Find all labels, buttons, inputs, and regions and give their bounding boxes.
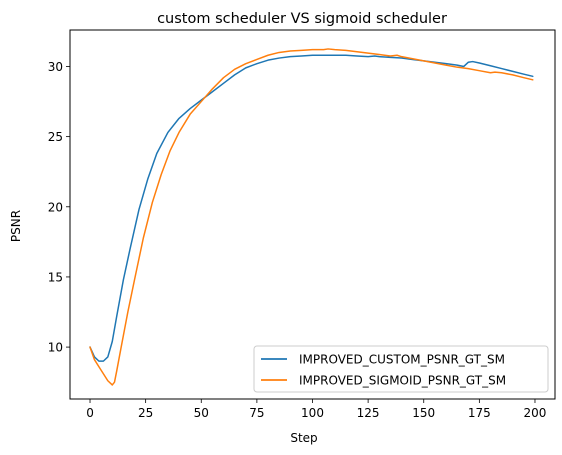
legend-box (253, 345, 549, 393)
x-tick-label: 150 (412, 406, 435, 420)
x-tick-label: 25 (138, 406, 153, 420)
series-line-2 (89, 48, 534, 386)
chart-title: custom scheduler VS sigmoid scheduler (157, 11, 447, 27)
y-axis: 10 15 20 25 30 (48, 60, 70, 355)
x-tick-label: 200 (524, 406, 547, 420)
y-tick-label: 25 (48, 130, 63, 144)
x-tick-label: 0 (86, 406, 94, 420)
x-tick-label: 75 (249, 406, 264, 420)
x-axis: 0 25 50 75 100 125 150 175 200 (86, 399, 546, 420)
x-tick-label: 50 (194, 406, 209, 420)
x-axis-label: Step (290, 431, 317, 445)
x-tick-label: 175 (468, 406, 491, 420)
legend-entry-2: IMPROVED_SIGMOID_PSNR_GT_SM (299, 374, 506, 388)
y-tick-label: 10 (48, 341, 63, 355)
x-tick-label: 100 (301, 406, 324, 420)
series-line-1 (89, 54, 534, 362)
x-tick-label: 125 (357, 406, 380, 420)
legend-entry-1: IMPROVED_CUSTOM_PSNR_GT_SM (299, 353, 505, 367)
y-tick-label: 20 (48, 200, 63, 214)
y-tick-label: 15 (48, 270, 63, 284)
legend: IMPROVED_CUSTOM_PSNR_GT_SM IMPROVED_SIGMO… (253, 345, 549, 393)
y-tick-label: 30 (48, 60, 63, 74)
y-axis-label: PSNR (9, 210, 23, 242)
plot-area (89, 48, 534, 386)
